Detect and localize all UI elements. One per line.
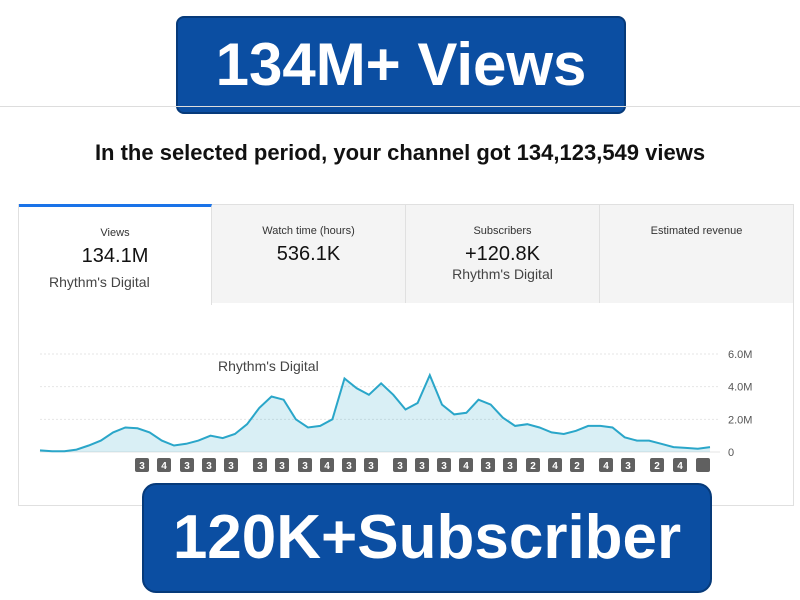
badge-label: 4 xyxy=(161,461,167,472)
tab[interactable]: Views 134.1M Rhythm's Digital xyxy=(19,204,212,305)
badge xyxy=(503,458,517,472)
tab[interactable]: Subscribers +120.8K Rhythm's Digital xyxy=(406,205,600,303)
badge-label: 3 xyxy=(346,461,352,472)
badge-label: 3 xyxy=(625,461,631,472)
badge-label: 3 xyxy=(184,461,190,472)
badge xyxy=(342,458,356,472)
tab-label: Views xyxy=(100,227,130,239)
badge xyxy=(157,458,171,472)
badge xyxy=(526,458,540,472)
badge xyxy=(459,458,473,472)
badge-label: 3 xyxy=(257,461,263,472)
divider xyxy=(0,106,800,107)
badge xyxy=(275,458,289,472)
y-tick-label: 0 xyxy=(728,447,734,459)
badge-label: 4 xyxy=(463,461,469,472)
tab-value: 536.1K xyxy=(276,243,341,265)
tab-label: Watch time (hours) xyxy=(262,225,355,237)
badge-label: 3 xyxy=(397,461,403,472)
badge xyxy=(548,458,562,472)
tab[interactable]: Watch time (hours) 536.1K xyxy=(212,205,406,303)
badge-label: 2 xyxy=(654,461,660,472)
badge xyxy=(650,458,664,472)
badge-label: 3 xyxy=(507,461,513,472)
tab-value: 134.1M xyxy=(81,245,149,267)
badge-label: 3 xyxy=(139,461,145,472)
badge xyxy=(599,458,613,472)
badge-label: 4 xyxy=(552,461,558,472)
badge xyxy=(180,458,194,472)
badge xyxy=(673,458,687,472)
badge xyxy=(253,458,267,472)
badge-label: 3 xyxy=(441,461,447,472)
badge-label: 3 xyxy=(228,461,234,472)
badge xyxy=(437,458,451,472)
headline: In the selected period, your channel got… xyxy=(94,140,706,165)
y-tick-label: 2.0M xyxy=(728,414,752,426)
line xyxy=(39,372,711,453)
badge xyxy=(364,458,378,472)
badge-label: 3 xyxy=(279,461,285,472)
badge xyxy=(320,458,334,472)
header-banner: 134M+ Views xyxy=(176,16,626,114)
badge xyxy=(621,458,635,472)
badge-label: 2 xyxy=(574,461,580,472)
badge-label: 3 xyxy=(368,461,374,472)
watermark: Rhythm's Digital xyxy=(218,358,319,374)
tab-note: Rhythm's Digital xyxy=(49,274,150,290)
area xyxy=(40,375,710,452)
badge xyxy=(393,458,407,472)
footer-banner: 120K+Subscriber xyxy=(142,483,712,593)
tab[interactable]: Estimated revenue xyxy=(600,205,793,303)
badge-label: 3 xyxy=(206,461,212,472)
tab-label: Subscribers xyxy=(473,225,532,237)
badge-label: 4 xyxy=(603,461,609,472)
badge-label: 4 xyxy=(324,461,330,472)
badge-label: 3 xyxy=(302,461,308,472)
badge xyxy=(202,458,216,472)
badge xyxy=(570,458,584,472)
badge-label: 4 xyxy=(677,461,683,472)
tab-note: Rhythm's Digital xyxy=(452,266,553,282)
badge xyxy=(224,458,238,472)
tab-value: +120.8K xyxy=(464,243,541,265)
y-tick-label: 6.0M xyxy=(728,349,752,361)
badge xyxy=(135,458,149,472)
tab-label: Estimated revenue xyxy=(650,225,743,237)
badge xyxy=(481,458,495,472)
badge xyxy=(415,458,429,472)
badge-label: 2 xyxy=(530,461,536,472)
badge-label: 3 xyxy=(419,461,425,472)
badge xyxy=(298,458,312,472)
analytics-card: Views 134.1M Rhythm's Digital Watch time… xyxy=(18,204,794,506)
badge-icon xyxy=(696,458,710,472)
y-tick-label: 4.0M xyxy=(728,382,752,394)
badge-label: 3 xyxy=(485,461,491,472)
